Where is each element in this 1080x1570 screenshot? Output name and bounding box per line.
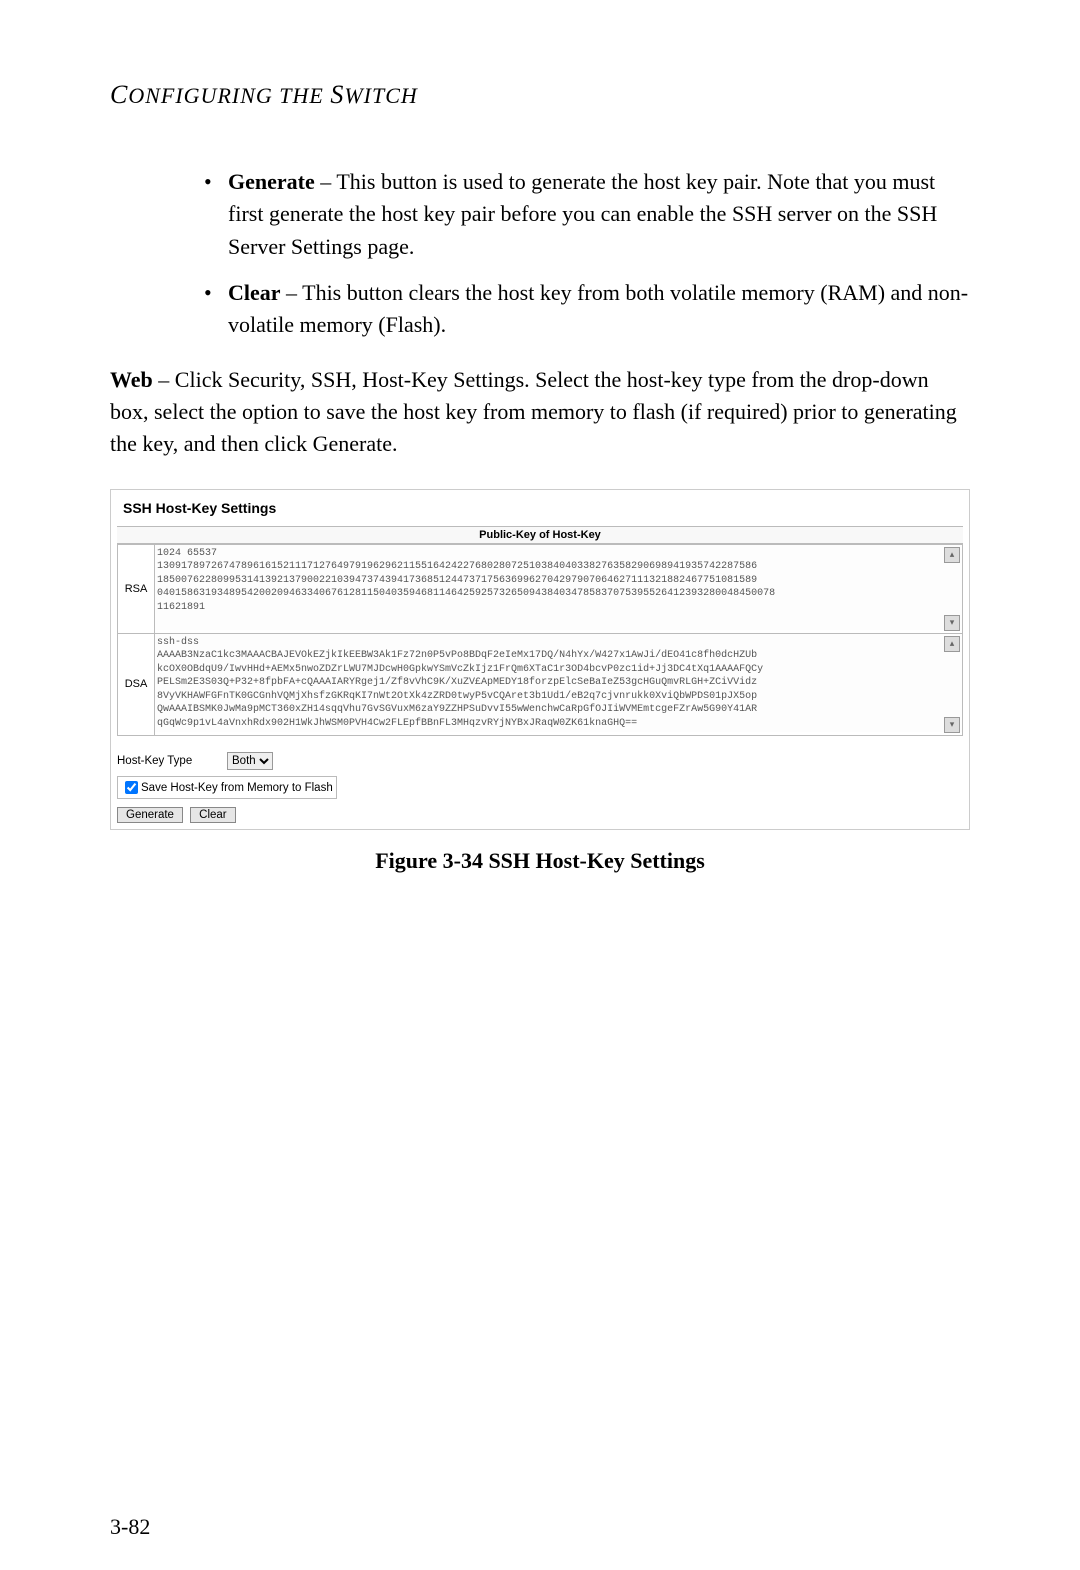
bullet-generate: Generate – This button is used to genera… [204, 166, 970, 263]
rsa-key-textarea[interactable] [155, 545, 962, 630]
button-row: Generate Clear [117, 807, 963, 823]
host-key-type-select[interactable]: Both [227, 752, 273, 770]
save-hostkey-checkbox[interactable] [125, 781, 138, 794]
host-key-type-label: Host-Key Type [117, 755, 227, 767]
controls-area: Host-Key Type Both Save Host-Key from Me… [117, 752, 963, 823]
generate-button[interactable]: Generate [117, 807, 183, 823]
clear-button[interactable]: Clear [190, 807, 235, 823]
header-text-1: ONFIGURING THE [128, 83, 324, 108]
bullet-clear: Clear – This button clears the host key … [204, 277, 970, 342]
bullet-clear-text: – This button clears the host key from b… [228, 280, 968, 337]
ssh-hostkey-panel: SSH Host-Key Settings Public-Key of Host… [110, 489, 970, 831]
header-text-2: WITCH [344, 83, 417, 108]
dsa-key-cell: ▴ ▾ [155, 633, 963, 736]
save-hostkey-label: Save Host-Key from Memory to Flash [141, 782, 333, 794]
page-number: 3-82 [110, 1514, 150, 1540]
table-row: RSA ▴ ▾ [118, 544, 963, 633]
dsa-key-textarea[interactable] [155, 634, 962, 733]
section-header: CONFIGURING THE SWITCH [110, 80, 970, 110]
web-paragraph: Web – Click Security, SSH, Host-Key Sett… [110, 364, 970, 461]
scroll-down-icon[interactable]: ▾ [944, 615, 960, 631]
bullet-generate-term: Generate [228, 169, 315, 194]
bullet-clear-term: Clear [228, 280, 281, 305]
panel-title: SSH Host-Key Settings [117, 496, 963, 526]
host-key-type-row: Host-Key Type Both [117, 752, 963, 770]
save-hostkey-row: Save Host-Key from Memory to Flash [117, 776, 337, 799]
dsa-label: DSA [118, 633, 155, 736]
table-row: DSA ▴ ▾ [118, 633, 963, 736]
bullet-list: Generate – This button is used to genera… [164, 166, 970, 342]
web-text: – Click Security, SSH, Host-Key Settings… [110, 367, 957, 457]
bullet-generate-text: – This button is used to generate the ho… [228, 169, 937, 259]
scroll-down-icon[interactable]: ▾ [944, 717, 960, 733]
scroll-up-icon[interactable]: ▴ [944, 547, 960, 563]
figure-caption: Figure 3-34 SSH Host-Key Settings [110, 848, 970, 874]
public-key-header: Public-Key of Host-Key [117, 526, 963, 544]
scroll-up-icon[interactable]: ▴ [944, 636, 960, 652]
rsa-label: RSA [118, 544, 155, 633]
web-lead: Web [110, 367, 153, 392]
rsa-key-cell: ▴ ▾ [155, 544, 963, 633]
key-table: RSA ▴ ▾ DSA ▴ ▾ [117, 544, 963, 737]
